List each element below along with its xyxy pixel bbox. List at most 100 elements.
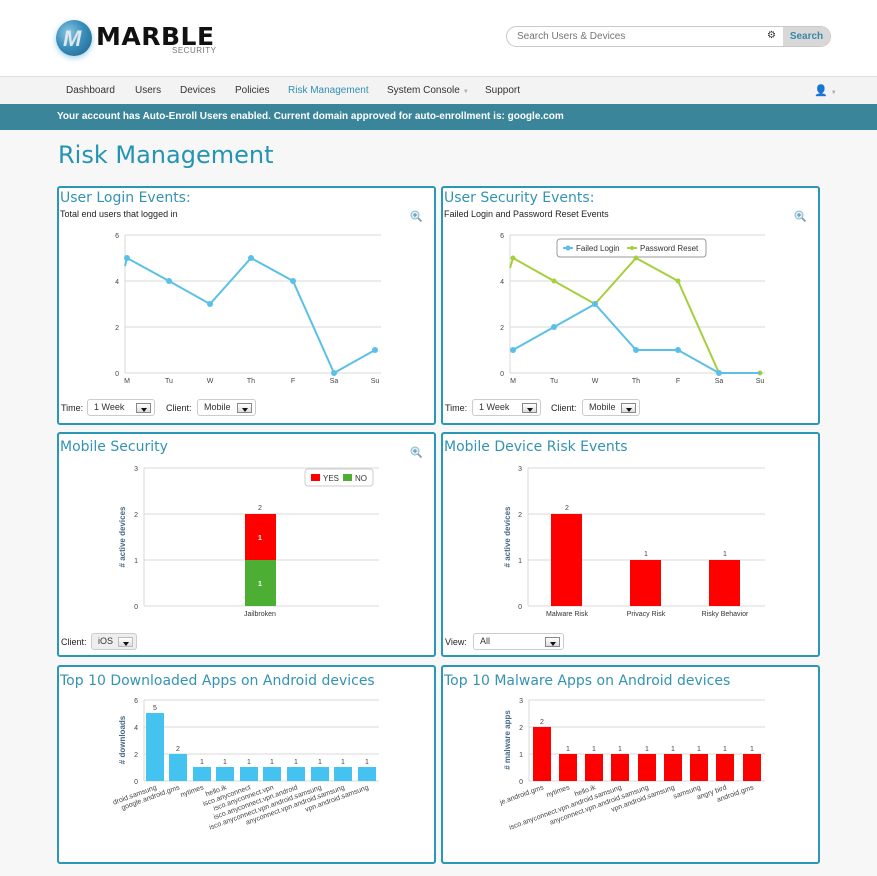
nav-risk-management[interactable]: Risk Management — [288, 85, 369, 96]
time-label: Time: — [445, 403, 468, 413]
svg-text:Risky Behavior: Risky Behavior — [702, 611, 749, 618]
svg-text:# malware apps: # malware apps — [503, 710, 512, 770]
svg-text:# downloads: # downloads — [118, 715, 127, 764]
dropdown-arrow-icon — [522, 403, 537, 413]
panel-title: User Security Events: — [444, 190, 595, 206]
mobile-security-bar-chart: 3 2 1 0 # active devices 1 1 2 Jailbroken Y… — [118, 466, 379, 618]
svg-text:6: 6 — [134, 698, 138, 705]
svg-text:Th: Th — [632, 378, 640, 385]
client-label: Client: — [166, 403, 192, 413]
user-security-events-panel: User Security Events: Failed Login and P… — [441, 186, 820, 425]
svg-text:3: 3 — [519, 698, 523, 705]
nav-dashboard[interactable]: Dashboard — [66, 85, 115, 96]
client-select[interactable]: Mobile — [582, 399, 640, 416]
svg-text:nytimes: nytimes — [180, 784, 206, 799]
svg-text:Sa: Sa — [715, 378, 724, 385]
svg-text:1: 1 — [200, 759, 204, 766]
svg-text:1: 1 — [750, 746, 754, 753]
time-label: Time: — [61, 403, 84, 413]
svg-text:0: 0 — [518, 604, 522, 611]
svg-text:0: 0 — [519, 779, 523, 786]
time-select[interactable]: 1 Week — [472, 399, 541, 416]
svg-text:0: 0 — [134, 604, 138, 611]
svg-text:6: 6 — [115, 233, 119, 240]
user-icon: 👤 — [814, 85, 828, 97]
logo-subtext: SECURITY — [172, 46, 217, 55]
client-select[interactable]: iOS — [91, 633, 137, 650]
svg-text:4: 4 — [500, 279, 504, 286]
svg-text:NO: NO — [355, 474, 367, 483]
svg-text:2: 2 — [519, 725, 523, 732]
mobile-security-panel: Mobile Security 3 2 1 0 # active devices 1 … — [57, 432, 436, 657]
zoom-in-icon[interactable] — [410, 210, 422, 222]
risk-events-bar-chart: 3 2 1 0 # active devices 2 1 1 Malware Risk Pr… — [503, 466, 765, 618]
chart-legend — [304, 468, 374, 487]
svg-text:je.android.gms: je.android.gms — [498, 784, 545, 807]
time-select-value: 1 Week — [479, 402, 510, 412]
svg-text:YES: YES — [323, 474, 339, 483]
svg-text:Jailbroken: Jailbroken — [244, 611, 276, 618]
svg-text:Malware Risk: Malware Risk — [546, 611, 589, 618]
nav-users[interactable]: Users — [135, 85, 162, 96]
marble-security-logo[interactable]: M MARBLE SECURITY — [56, 20, 216, 60]
dropdown-arrow-icon — [118, 637, 133, 647]
svg-text:2: 2 — [565, 505, 569, 512]
panel-subtitle: Total end users that logged in — [60, 209, 178, 219]
top-malware-apps-panel: Top 10 Malware Apps on Android devices 3… — [441, 665, 820, 864]
client-select[interactable]: Mobile — [197, 399, 256, 416]
logo-text: MARBLE — [96, 22, 215, 51]
svg-text:# active devices: # active devices — [503, 506, 512, 567]
user-security-line-chart: 6 4 2 0 M Tu W Th F Sa Su Failed Login Password R… — [500, 233, 765, 385]
svg-text:W: W — [592, 378, 599, 385]
nav-support[interactable]: Support — [485, 85, 521, 96]
time-select-value: 1 Week — [94, 402, 125, 412]
client-select-value: Mobile — [589, 402, 616, 412]
svg-text:0: 0 — [500, 371, 504, 378]
svg-text:Sa: Sa — [330, 378, 339, 385]
svg-text:1: 1 — [270, 759, 274, 766]
zoom-in-icon[interactable] — [410, 446, 422, 458]
svg-text:1: 1 — [223, 759, 227, 766]
svg-text:1: 1 — [671, 746, 675, 753]
svg-text:Tu: Tu — [165, 378, 173, 385]
main-nav: Dashboard Users Devices Policies Risk Ma… — [0, 76, 877, 104]
view-select[interactable]: All — [473, 633, 564, 650]
nav-devices[interactable]: Devices — [180, 85, 216, 96]
search-button[interactable]: Search — [783, 27, 830, 46]
view-select-value: All — [480, 636, 491, 646]
svg-text:1: 1 — [134, 558, 138, 565]
svg-text:# active devices: # active devices — [118, 506, 127, 567]
panel-title: User Login Events: — [60, 190, 191, 206]
panel-title: Top 10 Malware Apps on Android devices — [444, 673, 731, 689]
auto-enroll-banner: Your account has Auto-Enroll Users enabl… — [0, 104, 877, 130]
search-bar: ⚙ Search — [506, 26, 831, 47]
panel-title: Mobile Device Risk Events — [444, 439, 628, 455]
svg-text:Failed Login: Failed Login — [576, 244, 620, 253]
svg-text:1: 1 — [365, 759, 369, 766]
svg-text:1: 1 — [697, 746, 701, 753]
svg-text:Su: Su — [371, 378, 380, 385]
svg-text:M: M — [510, 378, 516, 385]
nav-policies[interactable]: Policies — [235, 85, 270, 96]
svg-text:5: 5 — [153, 705, 157, 712]
svg-text:2: 2 — [518, 512, 522, 519]
gear-icon[interactable]: ⚙ — [767, 30, 776, 41]
time-select[interactable]: 1 Week — [87, 399, 155, 416]
search-input[interactable] — [507, 27, 785, 46]
dropdown-arrow-icon — [621, 403, 636, 413]
user-menu[interactable]: 👤 ▼ — [814, 84, 837, 97]
svg-text:1: 1 — [258, 535, 262, 542]
svg-text:2: 2 — [176, 746, 180, 753]
svg-text:1: 1 — [618, 746, 622, 753]
dropdown-arrow-icon — [545, 637, 560, 647]
logo-icon: M — [56, 20, 92, 56]
svg-text:2: 2 — [540, 719, 544, 726]
svg-text:2: 2 — [115, 325, 119, 332]
zoom-in-icon[interactable] — [794, 210, 806, 222]
nav-system-console[interactable]: System Console ▼ — [387, 85, 469, 96]
svg-text:1: 1 — [258, 581, 262, 588]
svg-text:1: 1 — [592, 746, 596, 753]
svg-text:4: 4 — [134, 725, 138, 732]
svg-text:Password Reset: Password Reset — [640, 244, 699, 253]
svg-text:F: F — [676, 378, 680, 385]
